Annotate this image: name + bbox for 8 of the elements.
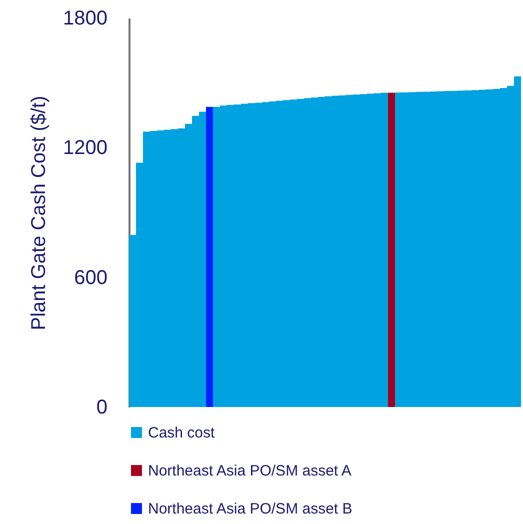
y-tick-label: 0 bbox=[96, 396, 108, 418]
legend-label: Cash cost bbox=[148, 424, 216, 442]
y-tick-label: 1800 bbox=[63, 8, 108, 30]
y-tick-label: 600 bbox=[74, 266, 108, 289]
y-tick-label: 1200 bbox=[63, 137, 108, 160]
y-axis-title: Plant Gate Cash Cost ($/t) bbox=[28, 96, 50, 330]
legend-label: Northeast Asia PO/SM asset A bbox=[148, 462, 352, 480]
legend-label: Northeast Asia PO/SM asset B bbox=[148, 500, 352, 518]
